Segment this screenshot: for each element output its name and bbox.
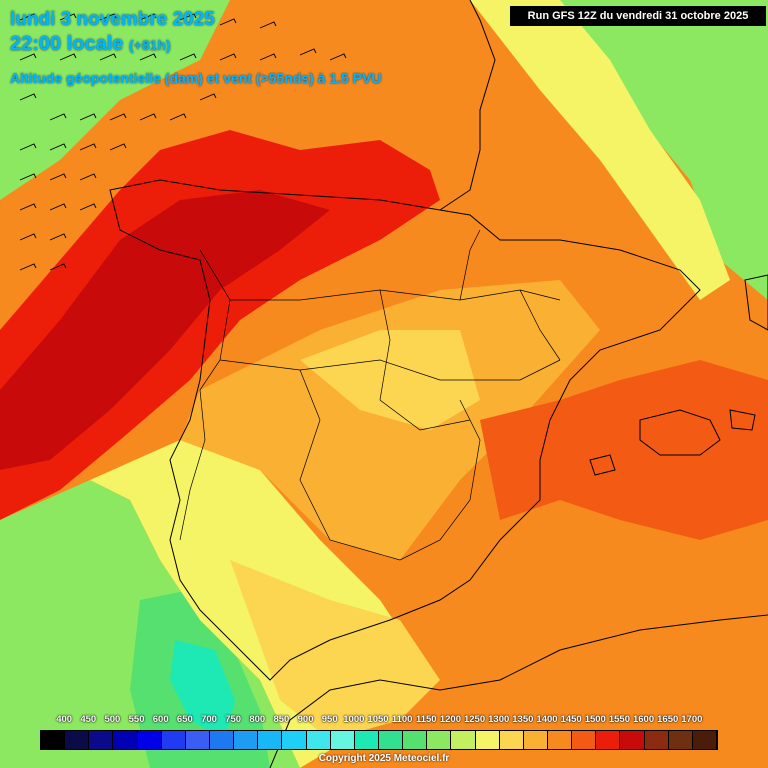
border-regions-1	[230, 289, 561, 301]
legend-swatch	[234, 731, 259, 749]
coast-mallorca	[639, 409, 721, 456]
legend-label: 850	[273, 714, 290, 725]
legend-swatch	[306, 731, 331, 749]
legend-swatch	[451, 731, 476, 749]
forecast-offset: (+81h)	[128, 37, 171, 53]
legend-swatch	[113, 731, 138, 749]
legend-swatch	[620, 731, 645, 749]
field-deep-red-core	[0, 190, 330, 470]
legend-label: 1600	[632, 714, 655, 725]
border-regions-2	[219, 359, 561, 381]
internal-borders	[179, 229, 561, 561]
legend-label: 600	[152, 714, 169, 725]
legend-swatch	[185, 731, 210, 749]
legend-label: 550	[128, 714, 145, 725]
legend-label: 700	[201, 714, 217, 725]
legend-swatch	[89, 731, 114, 749]
field-yellow-south-africa	[230, 560, 440, 740]
coastlines	[109, 0, 768, 768]
legend-label: 1300	[488, 714, 510, 725]
legend-label: 1150	[415, 714, 437, 725]
legend-label: 800	[249, 714, 266, 725]
legend-label: 1100	[391, 714, 413, 725]
legend-swatch	[572, 731, 597, 749]
legend-label: 400	[56, 714, 73, 725]
legend-label: 1700	[681, 714, 703, 725]
legend-swatch	[137, 731, 162, 749]
legend-swatch	[282, 731, 307, 749]
legend-swatch	[354, 731, 379, 749]
legend-label: 650	[176, 714, 193, 725]
legend-label: 950	[321, 714, 338, 725]
legend-label: 450	[80, 714, 97, 725]
legend-swatch	[41, 731, 66, 749]
legend-label: 1550	[608, 714, 630, 725]
forecast-time: 22:00 locale (+81h)	[10, 33, 171, 56]
coast-menorca	[729, 409, 756, 431]
border-regions-3	[299, 369, 481, 561]
legend-label: 1450	[560, 714, 582, 725]
wind-barbs	[19, 13, 347, 271]
field-description: Altitude géopotentielle (dam) et vent (>…	[10, 70, 382, 86]
legend-swatch	[209, 731, 235, 749]
run-info-box: Run GFS 12Z du vendredi 31 octobre 2025	[510, 6, 766, 26]
field-orange-south	[440, 540, 768, 720]
legend-label: 1500	[584, 714, 606, 725]
coast-france	[439, 0, 496, 211]
coast-north-africa	[269, 614, 768, 768]
legend-label: 500	[104, 714, 121, 725]
legend-labels: 400 450 500 550 600 650 700 750 800 850 900 950 1000…	[38, 714, 718, 728]
field-red-northwest	[0, 130, 440, 520]
legend-swatch	[547, 731, 573, 749]
legend-swatch	[403, 731, 428, 749]
field-green-west	[0, 0, 230, 200]
coast-sardinia	[744, 274, 768, 331]
forecast-time-text: 22:00 locale	[10, 33, 124, 55]
legend-swatch	[523, 731, 548, 749]
coast-iberia	[109, 179, 701, 681]
border-regions-4	[379, 289, 471, 431]
legend-swatch	[378, 731, 404, 749]
legend-swatch	[668, 731, 693, 749]
coast-ibiza	[589, 454, 616, 476]
legend-label: 1000	[343, 714, 365, 725]
copyright-text: Copyright 2025 Meteociel.fr	[318, 753, 450, 764]
field-light-orange-center	[180, 280, 600, 560]
legend-label: 1350	[512, 714, 534, 725]
legend-label: 750	[225, 714, 242, 725]
legend-label: 1050	[367, 714, 389, 725]
field-red-orange-east	[480, 360, 768, 540]
color-scale-bar	[40, 730, 718, 750]
legend-label: 1400	[536, 714, 558, 725]
legend-swatch	[65, 731, 90, 749]
forecast-date: lundi 3 novembre 2025	[10, 9, 215, 30]
legend-swatch	[427, 731, 452, 749]
legend-swatch	[258, 731, 283, 749]
legend-swatch	[161, 731, 186, 749]
legend-label: 900	[297, 714, 314, 725]
legend-label: 1650	[657, 714, 679, 725]
legend-swatch	[644, 731, 669, 749]
legend-swatch	[596, 731, 621, 749]
legend-swatch	[475, 731, 500, 749]
border-regions-6	[519, 289, 561, 361]
legend-label: 1250	[463, 714, 486, 725]
border-regions-5	[459, 229, 481, 301]
field-yellow-northeast	[470, 0, 730, 300]
field-cyan-patch	[170, 640, 235, 740]
field-yellow-center	[300, 330, 480, 430]
legend-swatch	[692, 731, 717, 749]
legend-label: 1200	[439, 714, 461, 725]
legend-swatch	[499, 731, 524, 749]
legend-swatch	[330, 731, 355, 749]
